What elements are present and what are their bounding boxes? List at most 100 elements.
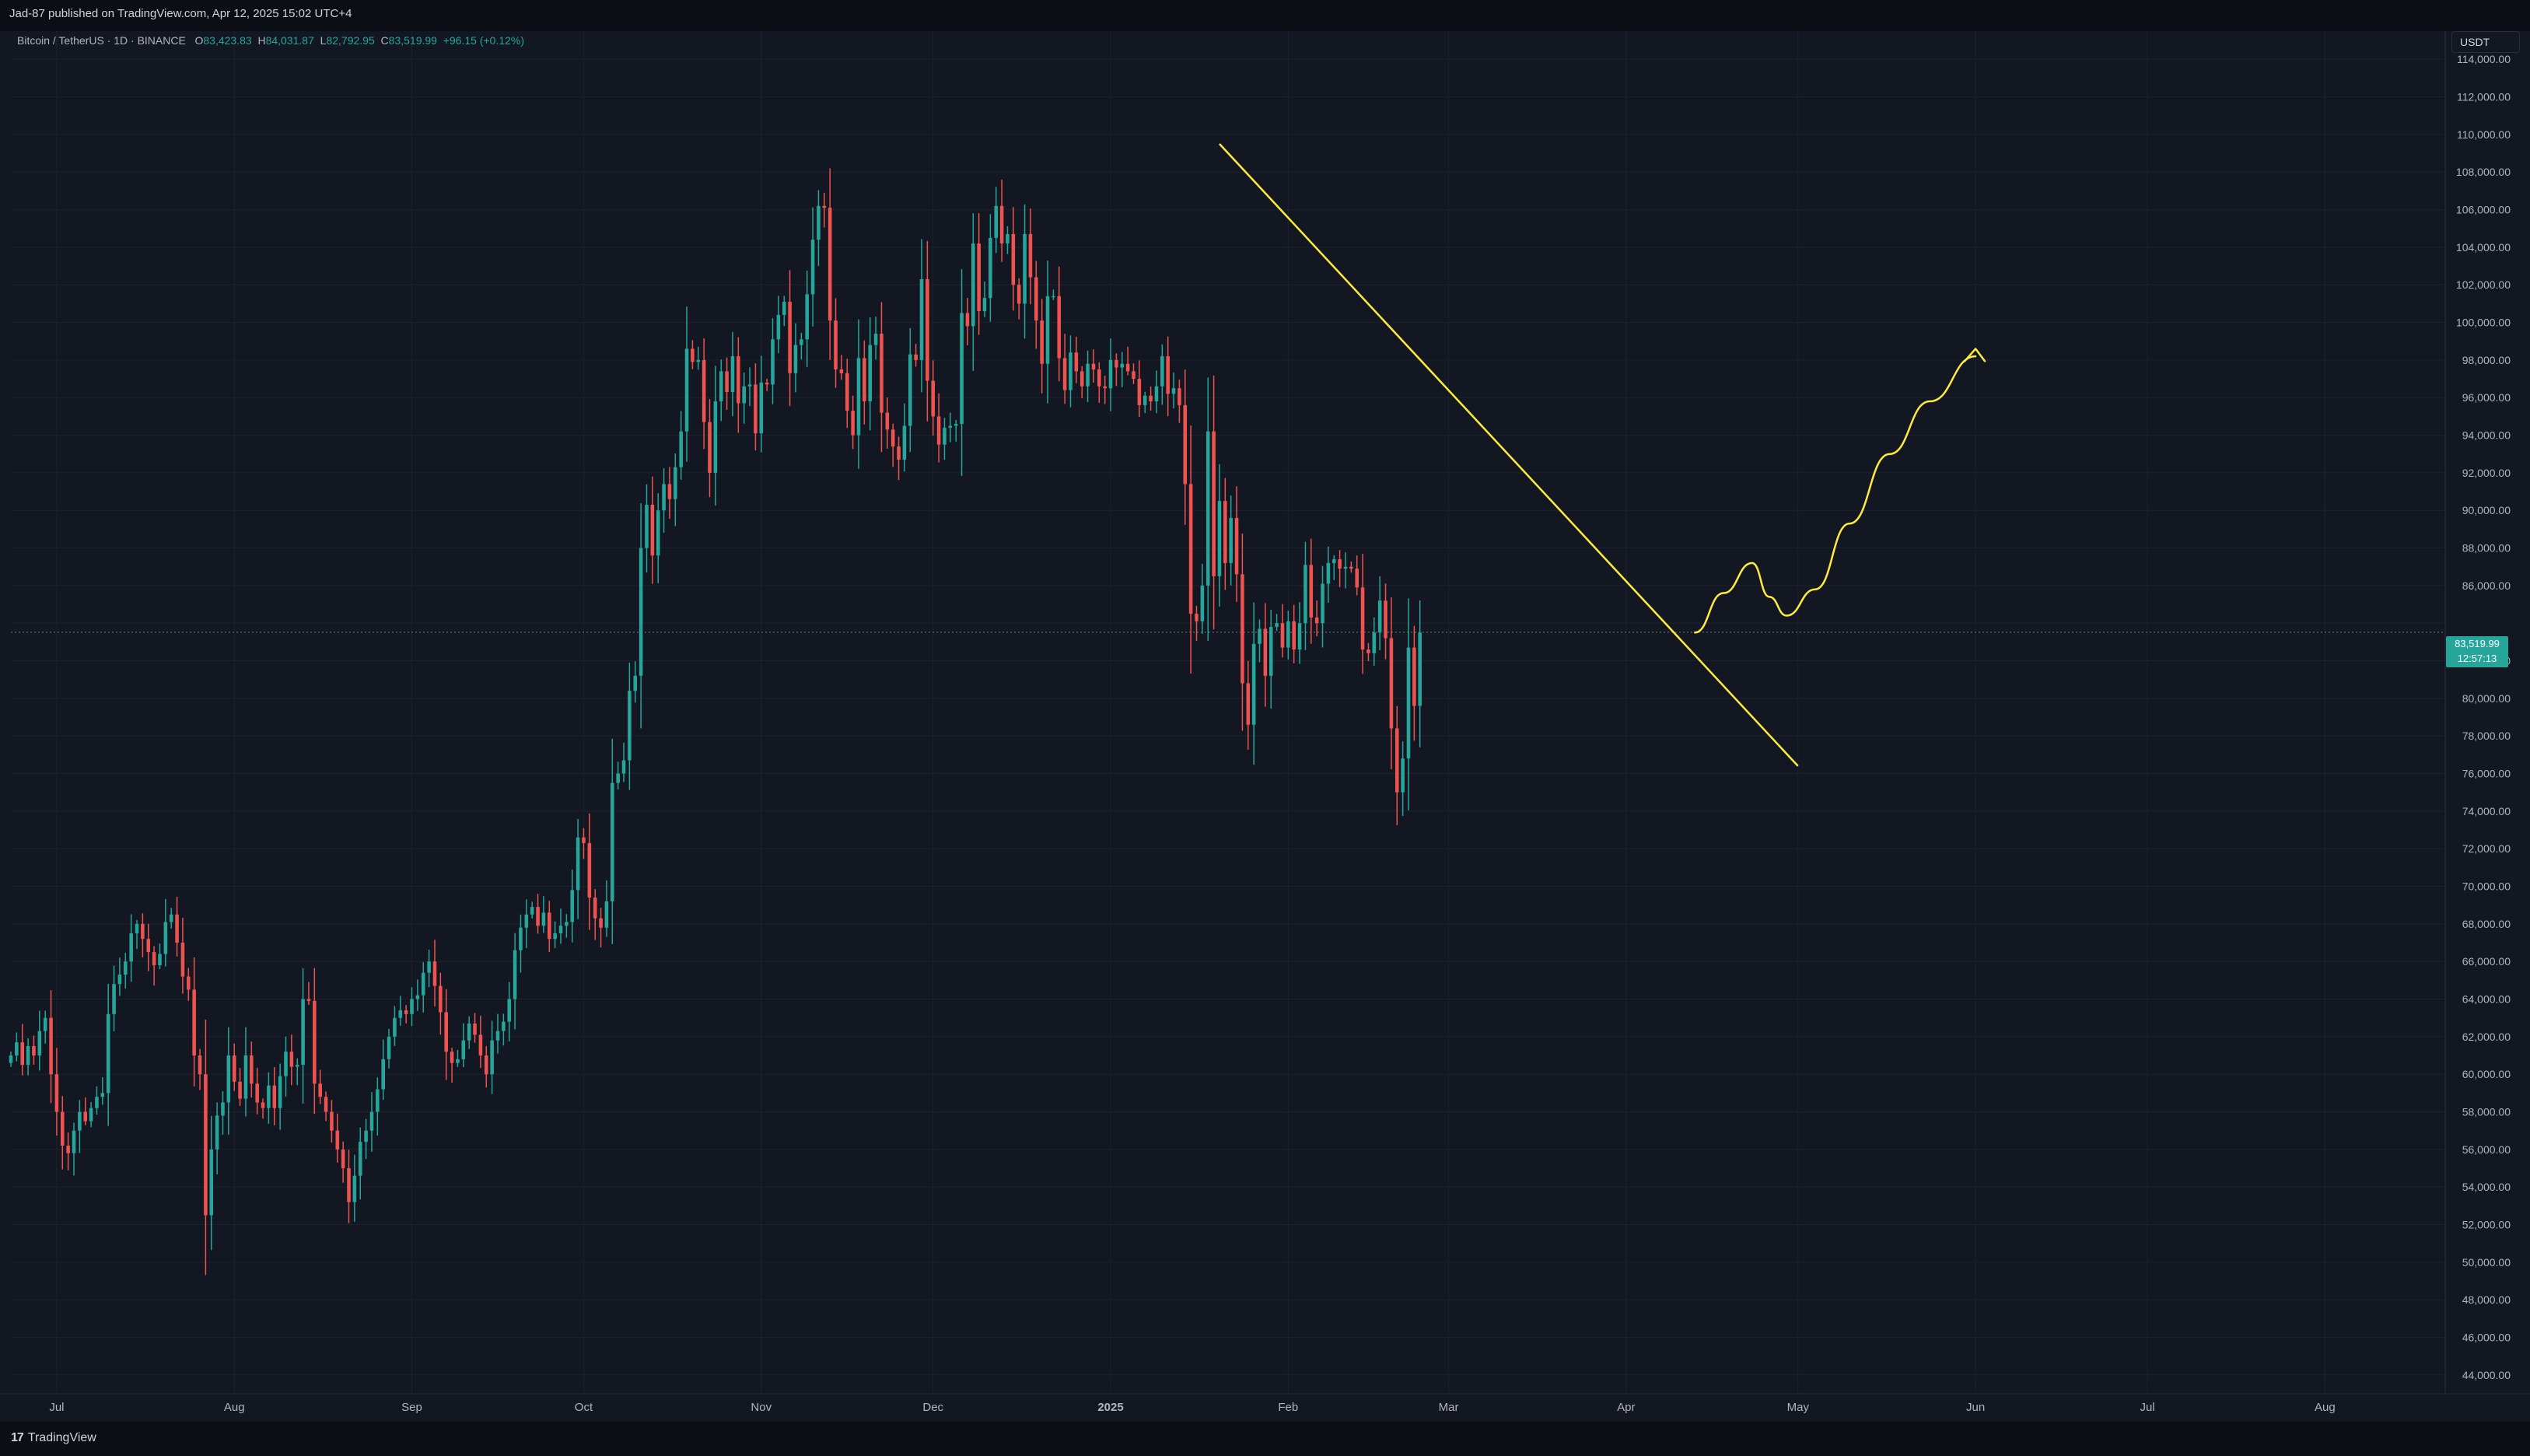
candle-body	[318, 1083, 322, 1097]
tradingview-brand[interactable]: 17 TradingView	[11, 1431, 96, 1445]
candle-body	[936, 416, 941, 445]
candle-body	[616, 773, 620, 783]
candle-body	[313, 1000, 317, 1084]
candle-body	[175, 914, 179, 943]
y-tick-label: 78,000.00	[2462, 730, 2511, 742]
candle-body	[1028, 233, 1033, 278]
candle-body	[725, 371, 729, 392]
y-tick-label: 48,000.00	[2462, 1293, 2511, 1306]
candle-body	[1355, 569, 1359, 588]
candle-body	[1377, 600, 1382, 633]
candle-body	[187, 976, 191, 990]
candle-body	[558, 926, 563, 933]
price-chart[interactable]: 44,000.00 46,000.00 48,000.00 50,000.00 52,0…	[0, 31, 2530, 1422]
candle-body	[541, 912, 546, 926]
candle-body	[1108, 359, 1113, 389]
candle-body	[112, 984, 116, 1014]
candle-body	[1234, 517, 1239, 575]
y-tick-label: 112,000.00	[2457, 91, 2511, 103]
candle-body	[1149, 395, 1153, 402]
y-tick-label: 104,000.00	[2456, 241, 2511, 254]
candle-body	[931, 380, 936, 417]
candle-body	[421, 972, 425, 996]
candle-body	[1384, 600, 1387, 639]
candle-body	[152, 952, 156, 966]
candle-body	[1263, 628, 1268, 676]
candle-body	[730, 356, 735, 392]
y-tick-label: 64,000.00	[2462, 993, 2511, 1006]
candle-body	[66, 1146, 70, 1153]
candle-body	[1268, 627, 1273, 676]
candle-body	[1331, 559, 1336, 563]
candle-body	[330, 1111, 334, 1131]
candle-body	[1011, 233, 1016, 285]
countdown-label: 12:57:13	[2457, 653, 2497, 664]
candle-body	[702, 359, 706, 422]
candle-body	[656, 510, 660, 556]
candle-body	[1314, 617, 1319, 624]
candle-body	[954, 424, 958, 426]
candle-body	[828, 208, 832, 321]
candle-body	[1171, 388, 1176, 394]
candle-body	[604, 901, 609, 928]
candle-body	[1309, 565, 1314, 618]
candle-body	[341, 1149, 345, 1169]
candle-body	[221, 1102, 225, 1116]
candle-body	[719, 371, 723, 402]
candle-body	[633, 675, 638, 691]
candle-body	[439, 985, 443, 1013]
candle-body	[215, 1115, 219, 1150]
candle-body	[1349, 566, 1353, 569]
candle-body	[232, 1055, 236, 1082]
currency-selector[interactable]: USDT	[2451, 31, 2520, 53]
candle-body	[599, 918, 603, 928]
candle-body	[37, 1031, 42, 1056]
candle-body	[450, 1052, 454, 1063]
candle-body	[209, 1149, 214, 1216]
candle-body	[679, 431, 683, 467]
candle-body	[1017, 285, 1021, 304]
candle-body	[484, 1055, 488, 1075]
y-tick-label: 80,000.00	[2462, 692, 2511, 705]
x-tick-label: Mar	[1439, 1401, 1459, 1414]
y-tick-label: 96,000.00	[2462, 391, 2511, 404]
candle-body	[1372, 632, 1377, 653]
candle-body	[54, 1074, 59, 1112]
candle-body	[1154, 386, 1159, 402]
candle-body	[839, 369, 844, 373]
y-tick-label: 114,000.00	[2457, 53, 2511, 65]
candle-body	[800, 339, 803, 345]
candle-body	[169, 914, 173, 922]
x-tick-label: Oct	[575, 1401, 593, 1414]
candle-body	[135, 923, 139, 933]
candle-body	[691, 348, 695, 362]
candle-body	[747, 384, 752, 387]
candle-body	[1103, 386, 1107, 389]
candle-body	[1137, 379, 1142, 405]
candle-body	[639, 548, 643, 676]
candle-body	[1069, 352, 1073, 390]
candle-body	[810, 240, 815, 295]
x-tick-label: Aug	[224, 1401, 245, 1414]
y-tick-label: 110,000.00	[2457, 128, 2511, 141]
candle-body	[971, 243, 975, 327]
candle-body	[1212, 431, 1216, 576]
y-tick-label: 58,000.00	[2462, 1106, 2511, 1118]
candle-body	[1223, 501, 1227, 563]
close-key: C	[380, 34, 389, 47]
candle-body	[621, 760, 626, 774]
candle-body	[32, 1045, 36, 1056]
y-tick-label: 46,000.00	[2462, 1332, 2511, 1344]
candle-body	[1052, 296, 1055, 298]
candle-body	[1280, 623, 1285, 648]
candle-body	[369, 1111, 374, 1131]
candle-body	[461, 1040, 466, 1059]
candle-body	[1303, 565, 1307, 624]
y-tick-label: 66,000.00	[2462, 955, 2511, 968]
candle-body	[1183, 404, 1188, 485]
candle-body	[1217, 501, 1222, 576]
candle-body	[1057, 296, 1062, 359]
x-tick-label: Jun	[1966, 1401, 1985, 1414]
last-price-label: 83,519.99	[2455, 638, 2500, 649]
candle-body	[519, 927, 523, 950]
